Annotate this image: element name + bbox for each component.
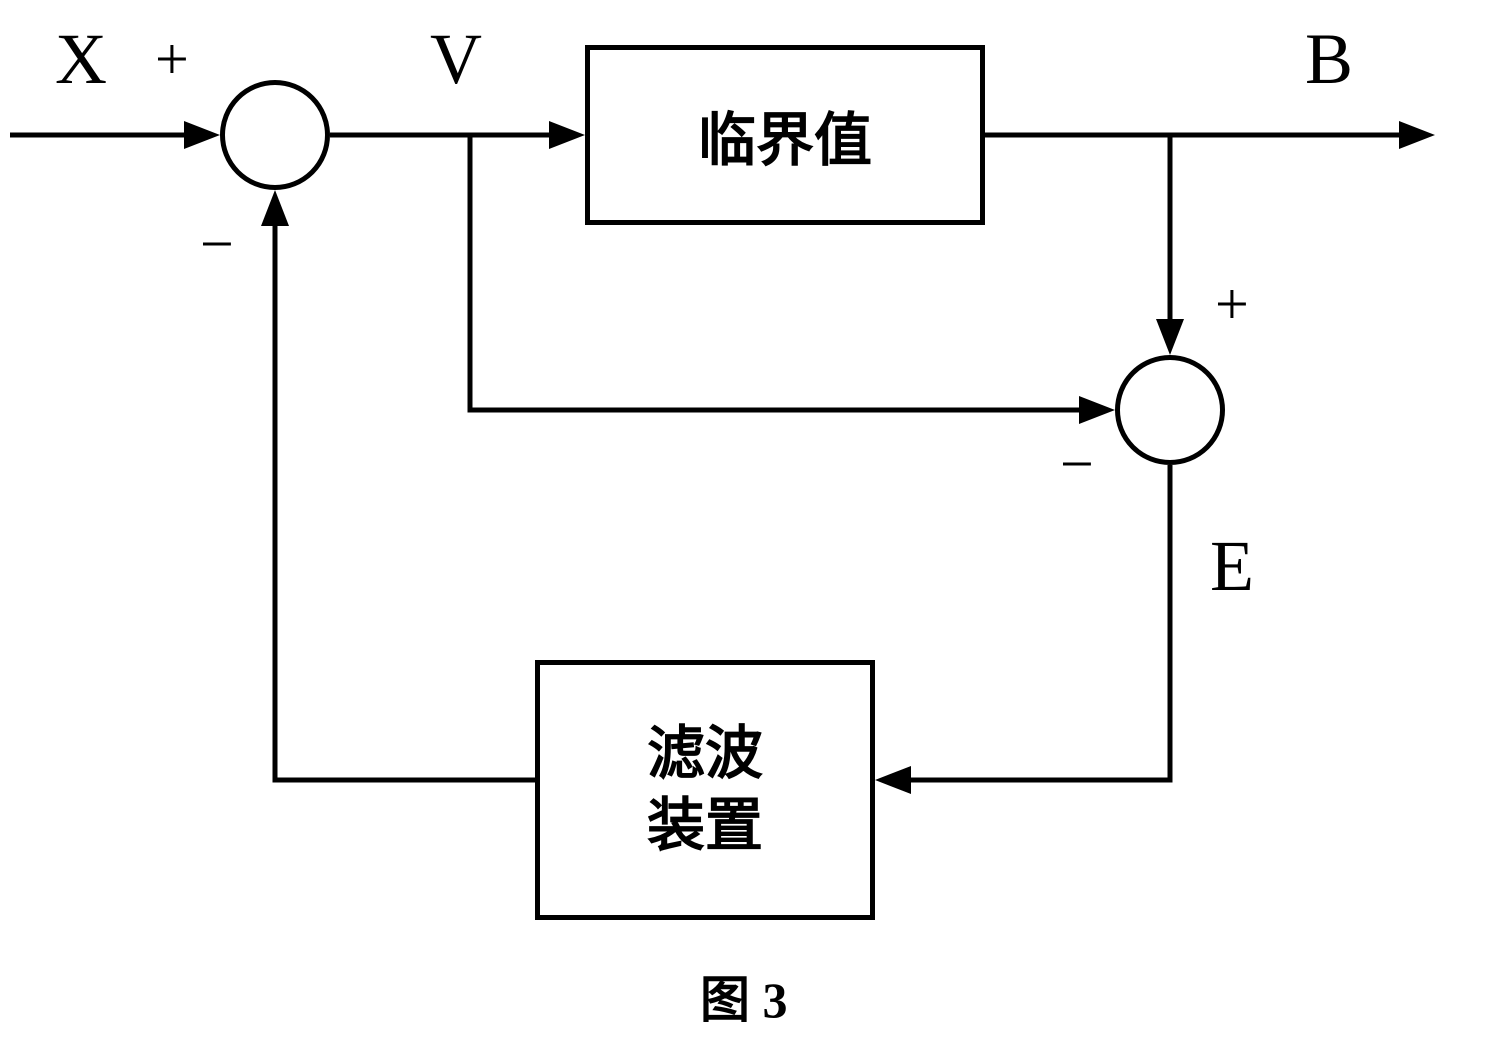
arrowhead-sum1-to-thr <box>549 121 585 149</box>
filter-label: 滤波装置 <box>647 718 763 863</box>
diagram-canvas: 临界值 滤波装置 X + − V B + − E 图 3 <box>0 0 1487 1053</box>
sum-junction-2 <box>1115 355 1225 465</box>
filter-block: 滤波装置 <box>535 660 875 920</box>
arrowhead-v-tap-to-s2 <box>1079 396 1115 424</box>
arrowhead-thr-to-out <box>1399 121 1435 149</box>
arrowhead-s2-to-filt <box>875 766 911 794</box>
signal-e-label: E <box>1210 525 1254 608</box>
sum-junction-1 <box>220 80 330 190</box>
signal-b-label: B <box>1305 18 1353 101</box>
figure-caption: 图 3 <box>700 960 788 1032</box>
minus-sign-v: − <box>1060 430 1094 499</box>
edge-filt-to-s1 <box>275 226 535 780</box>
plus-sign-x: + <box>155 25 189 94</box>
edge-s2-to-filt <box>911 465 1170 780</box>
plus-sign-b: + <box>1215 270 1249 339</box>
minus-sign-feedback: − <box>200 210 234 279</box>
arrowhead-x-in <box>184 121 220 149</box>
arrowhead-filt-to-s1 <box>261 190 289 226</box>
threshold-block: 临界值 <box>585 45 985 225</box>
signal-v-label: V <box>430 18 482 101</box>
signal-x-label: X <box>55 18 107 101</box>
arrowhead-b-tap-down <box>1156 319 1184 355</box>
threshold-label: 临界值 <box>698 93 872 177</box>
